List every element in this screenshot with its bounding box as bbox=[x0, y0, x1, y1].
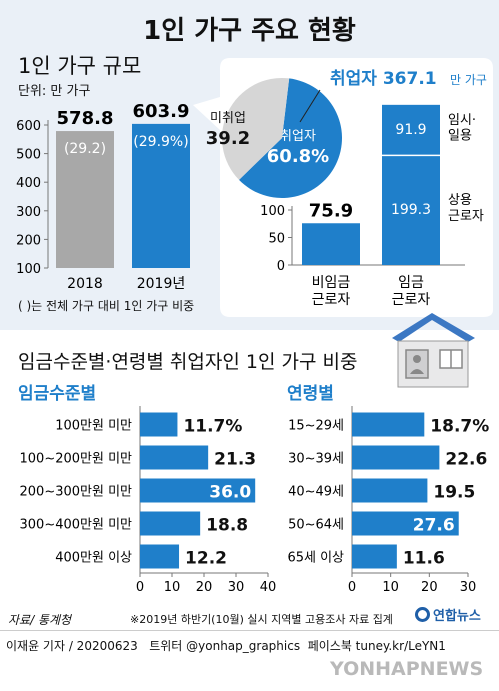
stack-name-label: 임시· 일용 bbox=[448, 113, 476, 144]
household-bar bbox=[132, 123, 190, 268]
wage-label: 임금수준별 bbox=[18, 384, 97, 404]
nonwage-worker-bar bbox=[302, 223, 360, 265]
y-tick-label: 50 bbox=[268, 232, 285, 247]
wage-value-label: 21.3 bbox=[214, 450, 256, 470]
household-bar-chart: 100 200 300 400 500 600 578.8 (29.2) 2018 603.9 (2… bbox=[16, 101, 190, 292]
footnote: ※2019년 하반기(10월) 실시 지역별 고용조사 자료 집계 bbox=[130, 613, 393, 626]
pie-leader-line bbox=[299, 89, 321, 123]
wage-category-label: 100만원 미만 bbox=[55, 419, 132, 434]
wage-bar bbox=[140, 445, 209, 470]
age-label: 연령별 bbox=[287, 384, 334, 404]
age-bar bbox=[352, 412, 425, 437]
x-tick-label: 20 bbox=[196, 580, 213, 595]
employment-pie-chart: 취업자 60.8% 미취업 39.2 취업자 367.1 만 가구 bbox=[206, 68, 487, 198]
household-category-label: 2018 bbox=[67, 276, 103, 292]
divider bbox=[0, 630, 499, 631]
x-tick-label: 0 bbox=[136, 580, 144, 595]
unit-label: 단위: 만 가구 bbox=[18, 84, 91, 99]
age-bar bbox=[352, 511, 459, 536]
slice-name-label: 취업자 bbox=[280, 129, 316, 144]
y-tick-label: 100 bbox=[16, 262, 41, 277]
age-value-label: 11.6 bbox=[403, 549, 445, 569]
share-note: ( )는 전체 가구 대비 1인 가구 비중 bbox=[18, 299, 195, 313]
y-tick-label: 600 bbox=[16, 119, 41, 134]
wage-category-label: 300~400만원 미만 bbox=[20, 518, 133, 533]
y-tick-label: 200 bbox=[16, 233, 41, 248]
watermark: YONHAPNEWS bbox=[330, 658, 484, 680]
y-tick-label: 0 bbox=[277, 259, 285, 274]
wage-bar bbox=[140, 478, 256, 503]
age-value-label: 19.5 bbox=[433, 483, 475, 503]
credit-line: 이재윤 기자 / 20200623 트위터 @yonhap_graphics 페… bbox=[6, 639, 446, 653]
age-bar bbox=[352, 544, 397, 569]
unemployed-slice bbox=[222, 77, 290, 180]
x-tick-label: 10 bbox=[382, 580, 399, 595]
worker-category-label: 비임금 근로자 bbox=[312, 275, 351, 308]
worker-value-label: 291.2 bbox=[363, 100, 420, 103]
wage-bar bbox=[140, 412, 178, 437]
x-tick-label: 20 bbox=[421, 580, 438, 595]
age-bar bbox=[352, 445, 440, 470]
stack-name-label: 상용 근로자 bbox=[448, 193, 484, 224]
y-tick-label: 300 bbox=[16, 205, 41, 220]
wage-category-label: 100~200만원 미만 bbox=[20, 452, 133, 467]
slice-value-label: 60.8% bbox=[267, 146, 329, 167]
yonhap-logo: 연합뉴스 bbox=[415, 605, 481, 624]
section2-title: 임금수준별·연령별 취업자인 1인 가구 비중 bbox=[18, 351, 358, 373]
household-share-label: (29.2) bbox=[64, 141, 106, 157]
household-category-label: 2019년 bbox=[137, 276, 186, 292]
wage-worker-bar bbox=[382, 104, 440, 265]
household-value-label: 603.9 bbox=[133, 101, 190, 122]
x-tick-label: 40 bbox=[260, 580, 277, 595]
logo-text: 연합뉴스 bbox=[433, 609, 481, 624]
wage-category-label: 200~300만원 미만 bbox=[20, 485, 133, 500]
age-value-label: 18.7% bbox=[430, 417, 489, 437]
x-tick-label: 30 bbox=[228, 580, 245, 595]
household-share-label: (29.9%) bbox=[133, 134, 188, 150]
wage-bar bbox=[140, 511, 201, 536]
wage-value-label: 11.7% bbox=[183, 417, 242, 437]
stack-value-label: 91.9 bbox=[395, 122, 426, 138]
x-tick-label: 10 bbox=[164, 580, 181, 595]
age-bar-chart: 0 10 20 30 15~29세 18.7% 30~39세 22.6 40~49세 19.5 50… bbox=[287, 406, 489, 595]
age-category-label: 65세 이상 bbox=[287, 551, 344, 566]
worker-value-label: 75.9 bbox=[309, 200, 353, 221]
worker-category-label: 임금 근로자 bbox=[392, 275, 431, 308]
main-title: 1인 가구 주요 현황 bbox=[143, 16, 356, 46]
wage-bar-chart: 0 10 20 30 40 100만원 미만 11.7% 100~200만원 미만 21.3 20… bbox=[20, 406, 277, 595]
age-category-label: 30~39세 bbox=[288, 452, 344, 467]
age-value-label: 27.6 bbox=[413, 516, 455, 536]
wage-value-label: 18.8 bbox=[206, 516, 248, 536]
section1-title: 1인 가구 규모 bbox=[18, 54, 142, 78]
x-tick-label: 0 bbox=[348, 580, 356, 595]
logo-mark-icon bbox=[415, 607, 430, 622]
slice-value-label: 39.2 bbox=[206, 128, 250, 149]
employed-slice bbox=[239, 78, 342, 198]
pie-title-unit: 만 가구 bbox=[450, 73, 487, 87]
x-tick-label: 30 bbox=[460, 580, 477, 595]
age-value-label: 22.6 bbox=[445, 450, 487, 470]
y-tick-label: 500 bbox=[16, 148, 41, 163]
y-tick-label: 400 bbox=[16, 176, 41, 191]
wage-bar bbox=[140, 544, 180, 569]
age-category-label: 50~64세 bbox=[288, 518, 344, 533]
wage-category-label: 400만원 이상 bbox=[55, 551, 132, 566]
stack-value-label: 199.3 bbox=[391, 202, 431, 218]
source-label: 자료/ 통계청 bbox=[8, 613, 72, 627]
pie-title: 취업자 367.1 bbox=[330, 68, 437, 89]
age-bar bbox=[352, 478, 428, 503]
worker-value-unit: 만 가구 bbox=[422, 100, 459, 101]
age-category-label: 15~29세 bbox=[288, 419, 344, 434]
y-tick-label: 100 bbox=[260, 204, 285, 219]
slice-name-label: 미취업 bbox=[210, 111, 246, 126]
household-value-label: 578.8 bbox=[57, 108, 114, 129]
house-icon bbox=[392, 313, 475, 388]
wage-value-label: 36.0 bbox=[209, 483, 251, 503]
age-category-label: 40~49세 bbox=[288, 485, 344, 500]
household-bar bbox=[56, 131, 114, 268]
wage-value-label: 12.2 bbox=[185, 549, 227, 569]
